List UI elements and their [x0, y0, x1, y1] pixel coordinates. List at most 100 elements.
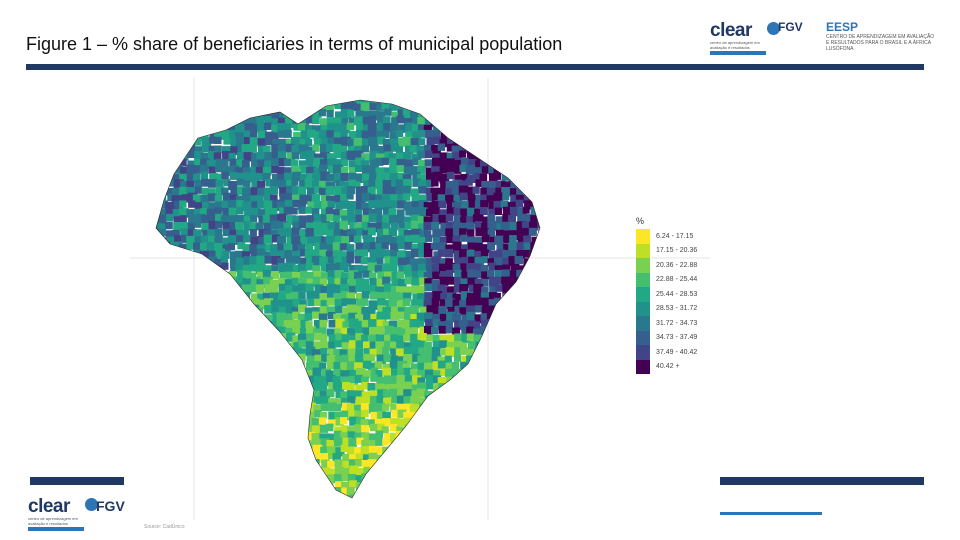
legend-swatch [636, 345, 650, 360]
municipality-cell [249, 431, 258, 440]
municipality-cell [165, 230, 175, 239]
municipality-cell [271, 368, 282, 379]
municipality-cell [354, 502, 362, 510]
municipality-cell [362, 165, 372, 175]
municipality-cell [454, 124, 464, 134]
municipality-cell [236, 138, 246, 149]
municipality-cell [313, 328, 321, 336]
municipality-cell [529, 165, 539, 175]
municipality-cell [339, 243, 348, 251]
municipality-cell [206, 437, 217, 448]
municipality-cell [341, 118, 349, 126]
municipality-cell [237, 186, 246, 195]
municipality-cell [157, 271, 167, 280]
municipality-cell [432, 285, 441, 294]
municipality-cell [396, 115, 405, 124]
municipality-cell [473, 124, 481, 133]
municipality-cell [285, 404, 295, 415]
municipality-cell [160, 200, 168, 209]
municipality-cell [235, 250, 245, 261]
municipality-cell [326, 173, 335, 181]
municipality-cell [424, 439, 434, 449]
municipality-cell [396, 395, 406, 405]
municipality-cell [355, 320, 363, 329]
municipality-cell [480, 103, 488, 111]
municipality-cell [390, 348, 398, 356]
municipality-cell [242, 115, 252, 125]
municipality-cell [256, 479, 265, 489]
municipality-cell [528, 398, 538, 407]
municipality-cell [535, 342, 540, 352]
municipality-cell [390, 222, 399, 231]
municipality-cell [278, 291, 288, 301]
municipality-cell [423, 202, 433, 212]
municipality-cell [354, 404, 363, 414]
municipality-cell [440, 180, 451, 191]
municipality-cell [383, 481, 391, 489]
municipality-cell [229, 397, 238, 406]
municipality-cell [223, 404, 233, 415]
municipality-cell [348, 131, 358, 140]
municipality-cell [334, 426, 343, 435]
municipality-cell [241, 284, 252, 295]
municipality-cell [156, 460, 160, 469]
legend-swatch [636, 258, 650, 273]
municipality-cell [481, 355, 491, 365]
municipality-cell [257, 138, 267, 147]
municipality-cell [156, 494, 162, 498]
municipality-cell [488, 432, 498, 442]
municipality-cell [156, 433, 163, 443]
municipality-cell [263, 192, 273, 202]
municipality-cell [404, 354, 414, 364]
municipality-cell [347, 494, 357, 498]
municipality-cell [244, 460, 253, 469]
municipality-cell [264, 255, 273, 264]
municipality-cell [355, 293, 364, 301]
municipality-cell [298, 206, 306, 214]
municipality-cell [516, 473, 527, 484]
municipality-cell [417, 286, 426, 294]
municipality-cell [327, 123, 338, 134]
municipality-cell [221, 272, 230, 280]
municipality-cell [257, 180, 265, 189]
municipality-cell [276, 425, 285, 433]
municipality-cell [515, 283, 524, 291]
municipality-cell [290, 377, 298, 385]
municipality-cell [223, 137, 231, 145]
municipality-cell [516, 188, 524, 196]
municipality-cell [536, 307, 540, 315]
municipality-cell [285, 361, 294, 370]
municipality-cell [167, 193, 175, 201]
municipality-cell [333, 229, 342, 237]
municipality-cell [466, 305, 476, 315]
municipality-cell [251, 333, 260, 341]
municipality-cell [283, 227, 294, 237]
municipality-cell [368, 300, 378, 310]
municipality-cell [474, 208, 484, 218]
municipality-cell [423, 242, 432, 251]
municipality-cell [180, 100, 190, 104]
municipality-cell [242, 109, 251, 118]
municipality-cell [360, 298, 369, 306]
municipality-cell [354, 209, 363, 217]
municipality-cell [208, 300, 218, 310]
municipality-cell [475, 305, 483, 313]
municipality-cell [417, 369, 426, 379]
municipality-cell [319, 327, 327, 335]
municipality-cell [439, 258, 450, 268]
municipality-cell [389, 158, 398, 166]
municipality-cell [348, 179, 357, 188]
municipality-cell [221, 102, 230, 111]
municipality-cell [403, 502, 412, 511]
municipality-cell [160, 276, 171, 287]
municipality-cell [412, 488, 420, 496]
municipality-cell [384, 249, 393, 259]
municipality-cell [460, 495, 471, 498]
municipality-cell [522, 382, 530, 390]
municipality-cell [500, 417, 509, 426]
municipality-cell [312, 307, 321, 316]
municipality-cell [474, 314, 484, 324]
municipality-cell [474, 236, 484, 246]
municipality-cell [437, 439, 447, 448]
municipality-cell [262, 340, 271, 349]
